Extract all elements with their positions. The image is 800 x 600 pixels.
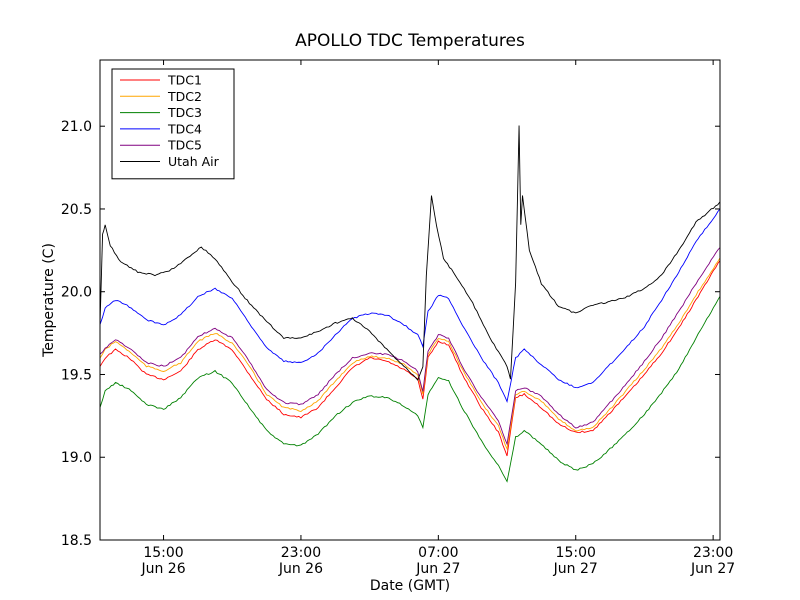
series-line-tdc5 [99, 247, 721, 446]
legend-label: Utah Air [168, 154, 220, 169]
x-tick-time-label: 07:00 [418, 545, 458, 561]
series-line-tdc4 [99, 208, 721, 403]
legend-label: TDC4 [167, 121, 202, 136]
chart-title: APOLLO TDC Temperatures [295, 31, 525, 51]
legend-label: TDC1 [167, 73, 202, 88]
series-line-tdc3 [99, 296, 721, 483]
x-tick-date-label: Jun 27 [690, 561, 735, 577]
x-tick-date-label: Jun 26 [140, 561, 185, 577]
y-tick-label: 19.5 [61, 367, 92, 383]
x-tick-date-label: Jun 26 [278, 561, 323, 577]
legend-box [111, 68, 235, 180]
legend-label: TDC5 [167, 138, 202, 153]
y-tick-label: 20.5 [61, 202, 92, 218]
legend-label: TDC2 [167, 89, 202, 104]
x-tick-time-label: 23:00 [693, 545, 733, 561]
y-tick-label: 21.0 [61, 119, 92, 135]
y-tick-label: 18.5 [61, 533, 92, 549]
series-line-utah-air [99, 125, 721, 381]
x-tick-date-label: Jun 27 [415, 561, 460, 577]
y-tick-label: 20.0 [61, 285, 92, 301]
x-axis-label: Date (GMT) [370, 578, 450, 594]
x-tick-date-label: Jun 27 [553, 561, 598, 577]
x-tick-time-label: 15:00 [556, 545, 596, 561]
series-line-tdc2 [99, 257, 721, 451]
x-tick-time-label: 15:00 [143, 545, 183, 561]
series-line-tdc1 [99, 260, 721, 457]
x-tick-time-label: 23:00 [281, 545, 321, 561]
series-group [99, 125, 721, 483]
plot-area-frame [99, 59, 721, 541]
y-tick-label: 19.0 [61, 450, 92, 466]
y-axis-label: Temperature (C) [41, 243, 57, 358]
legend-label: TDC3 [167, 105, 202, 120]
